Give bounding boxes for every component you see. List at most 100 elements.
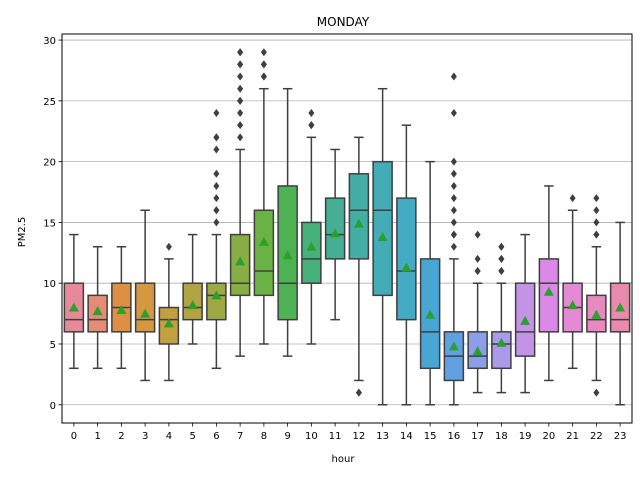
box-hour-15 (419, 160, 441, 406)
box-hour-8 (253, 48, 275, 345)
x-tick-label: 2 (118, 431, 124, 442)
outlier-point (450, 181, 457, 190)
mean-marker (68, 302, 79, 312)
mean-marker (448, 341, 459, 351)
box-hour-16 (443, 72, 465, 406)
outlier-point (165, 242, 172, 251)
outlier-point (213, 194, 220, 203)
iqr-box (396, 197, 417, 321)
mean-marker (377, 232, 388, 242)
outlier-point (450, 109, 457, 118)
mean-marker (116, 304, 127, 314)
mean-marker (496, 337, 507, 347)
outlier-point (260, 48, 267, 57)
outlier-point (308, 121, 315, 130)
mean-marker (472, 346, 483, 356)
box-hour-13 (372, 87, 393, 406)
y-axis-label: PM2.5 (17, 217, 28, 248)
y-tick-label: 10 (43, 279, 56, 290)
mean-marker (163, 318, 174, 328)
mean-marker (353, 218, 364, 228)
x-tick-label: 23 (614, 431, 627, 442)
y-tick-label: 25 (43, 97, 56, 108)
y-tick-label: 15 (43, 218, 56, 229)
x-tick-label: 22 (590, 431, 603, 442)
iqr-box (301, 221, 322, 284)
mean-marker (235, 256, 246, 266)
outlier-point (569, 194, 576, 203)
box-hour-4 (158, 242, 180, 382)
iqr-box (348, 173, 370, 260)
mean-marker (140, 308, 151, 318)
y-tick-label: 0 (50, 401, 56, 412)
outlier-point (593, 230, 600, 239)
outlier-point (593, 218, 600, 227)
outlier-point (593, 194, 600, 203)
axes-frame (61, 33, 633, 424)
x-tick-label: 5 (189, 431, 195, 442)
outlier-point (237, 84, 244, 93)
x-tick-label: 8 (261, 431, 267, 442)
outlier-point (213, 181, 220, 190)
box-hour-3 (134, 209, 156, 382)
x-tick-label: 0 (71, 431, 77, 442)
outlier-point (450, 218, 457, 227)
box-hour-14 (396, 124, 417, 406)
x-tick-label: 12 (353, 431, 366, 442)
y-tick-label: 30 (43, 36, 56, 47)
x-tick-label: 1 (94, 431, 100, 442)
outlier-point (450, 72, 457, 81)
outlier-point (260, 72, 267, 81)
y-gridlines (62, 39, 632, 406)
box-hour-17 (467, 230, 488, 394)
outlier-point (237, 133, 244, 142)
outlier-point (308, 109, 315, 118)
outlier-point (593, 388, 600, 397)
outlier-point (474, 230, 481, 239)
box-hour-9 (277, 87, 298, 357)
outlier-point (237, 121, 244, 130)
mean-marker (520, 315, 531, 325)
box-hour-21 (562, 194, 583, 370)
outlier-point (213, 218, 220, 227)
outlier-point (450, 194, 457, 203)
outlier-point (450, 242, 457, 251)
x-tick-label: 15 (424, 431, 437, 442)
x-tick-label: 19 (519, 431, 532, 442)
box-hour-23 (609, 221, 631, 406)
outlier-point (237, 96, 244, 105)
mean-marker (425, 309, 436, 319)
x-tick-label: 18 (495, 431, 508, 442)
box-hour-20 (538, 185, 560, 382)
outlier-point (237, 60, 244, 69)
x-tick-label: 17 (471, 431, 484, 442)
box-hour-7 (229, 48, 251, 357)
outlier-point (213, 206, 220, 215)
x-tick-label: 16 (448, 431, 461, 442)
box-hour-1 (87, 245, 108, 370)
x-tick-label: 11 (329, 431, 342, 442)
mean-marker (306, 241, 317, 251)
outlier-point (450, 169, 457, 178)
iqr-box (206, 282, 227, 321)
mean-marker (258, 236, 269, 246)
outlier-point (237, 109, 244, 118)
outlier-point (498, 242, 505, 251)
x-axis-label: hour (332, 454, 356, 465)
chart-title: MONDAY (317, 15, 370, 29)
x-tick-label: 4 (166, 431, 172, 442)
x-tick-label: 9 (284, 431, 290, 442)
box-group (63, 48, 631, 406)
mean-marker (401, 262, 412, 272)
box-hour-2 (111, 245, 132, 370)
mean-marker (211, 290, 222, 300)
outlier-point (213, 145, 220, 154)
box-hour-18 (491, 242, 512, 394)
x-tick-label: 10 (305, 431, 318, 442)
box-hour-5 (182, 233, 203, 345)
outlier-point (213, 133, 220, 142)
x-tick-label: 21 (566, 431, 579, 442)
outlier-point (260, 60, 267, 69)
x-axis-ticks: 0 1 2 3 4 5 6 7 8 9 10 11 12 13 14 15 16 17 18 19 20 21 22 23 (71, 423, 627, 442)
y-tick-label: 5 (50, 340, 56, 351)
